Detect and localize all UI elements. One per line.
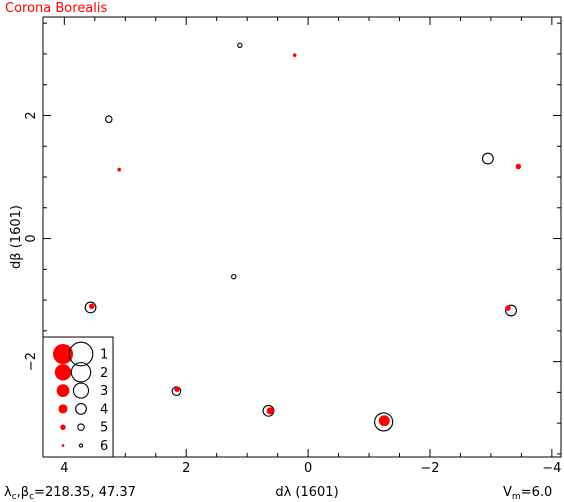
legend-label: 2 (100, 366, 108, 381)
legend-black-marker (75, 402, 87, 415)
black-star-marker (237, 42, 243, 49)
plot-frame (42, 16, 562, 458)
black-star-marker (481, 152, 494, 165)
red-star-marker (266, 407, 274, 415)
center-coordinates: λc,βc=218.35, 47.37 (4, 485, 136, 502)
legend-red-marker (58, 404, 68, 414)
x-tick-label: 0 (304, 461, 312, 476)
y-tick-label: 2 (24, 111, 39, 119)
legend-red-marker (56, 384, 70, 397)
x-tick-label: 2 (182, 461, 190, 476)
series-red (89, 53, 522, 427)
black-star-marker (231, 273, 237, 280)
legend-black-marker (68, 341, 94, 367)
legend-red-marker (60, 424, 66, 430)
legend-black-marker (72, 382, 90, 399)
red-star-marker (117, 167, 122, 172)
y-axis-ticks: −2 0 2 (24, 22, 561, 455)
red-star-marker (174, 386, 180, 393)
series-black (84, 42, 517, 432)
legend-red-marker (52, 343, 74, 365)
legend-label: 1 (100, 348, 108, 363)
red-star-marker (89, 303, 95, 309)
x-axis-ticks: 4 2 0 −2 −4 (60, 17, 561, 476)
legend-black-marker (70, 362, 92, 383)
red-star-marker (292, 53, 297, 57)
x-axis-label: dλ (1601) (275, 485, 338, 500)
black-star-marker (105, 115, 113, 123)
legend-black-marker (78, 443, 84, 448)
red-star-marker (378, 415, 390, 427)
legend-label: 3 (100, 384, 108, 399)
chart-title: Corona Borealis (5, 1, 108, 16)
x-tick-label: −2 (420, 461, 439, 476)
legend-label: 4 (100, 402, 108, 417)
legend-red-marker (54, 364, 72, 381)
x-tick-label: 4 (60, 461, 68, 476)
y-tick-label: 0 (24, 234, 39, 242)
x-tick-label: −4 (542, 461, 561, 476)
legend-label: 6 (100, 439, 108, 454)
legend-black-marker (77, 423, 85, 431)
y-tick-label: −2 (24, 352, 39, 371)
red-star-marker (515, 163, 522, 170)
legend-label: 5 (100, 421, 108, 436)
legend: 1 2 3 4 5 6 (42, 336, 114, 458)
y-axis-label: dβ (1601) (9, 205, 24, 269)
legend-rows: 1 2 3 4 5 6 (52, 341, 108, 454)
legend-red-marker (61, 444, 65, 447)
red-star-marker (505, 305, 511, 311)
magnitude-limit: Vm=6.0 (503, 485, 552, 502)
